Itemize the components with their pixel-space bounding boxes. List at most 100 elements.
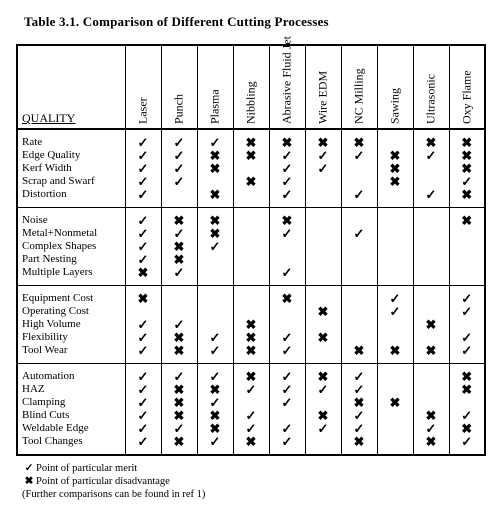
merit-mark: ✓ <box>449 305 485 318</box>
blank-cell <box>377 422 413 435</box>
merit-mark: ✓ <box>341 188 377 201</box>
blank-cell <box>413 266 449 279</box>
quality-label: Scrap and Swarf <box>17 175 125 188</box>
blank-cell <box>377 435 413 448</box>
demerit-mark: ✖ <box>197 188 233 201</box>
table-row: Scrap and Swarf✓✓✖✓✖✓ <box>17 175 485 188</box>
process-header: Oxy Flame <box>449 45 485 129</box>
quality-label: Multiple Layers <box>17 266 125 279</box>
merit-mark: ✓ <box>197 344 233 357</box>
blank-cell <box>377 318 413 331</box>
demerit-mark: ✖ <box>449 188 485 201</box>
blank-cell <box>161 188 197 201</box>
demerit-mark: ✖ <box>125 266 161 279</box>
merit-mark: ✓ <box>125 188 161 201</box>
quality-label: High Volume <box>17 318 125 331</box>
demerit-mark: ✖ <box>233 344 269 357</box>
merit-mark: ✓ <box>197 240 233 253</box>
process-header: Wire EDM <box>305 45 341 129</box>
quality-label: Part Nesting <box>17 253 125 266</box>
process-header: Abrasive Fluid Jet <box>269 45 305 129</box>
process-header: Ultrasonic <box>413 45 449 129</box>
blank-cell <box>377 266 413 279</box>
blank-cell <box>233 227 269 240</box>
merit-mark: ✓ <box>305 422 341 435</box>
quality-label: Tool Wear <box>17 344 125 357</box>
blank-cell <box>269 240 305 253</box>
table-row: Part Nesting✓✖ <box>17 253 485 266</box>
table-row: Metal+Nonmetal✓✓✖✓✓ <box>17 227 485 240</box>
quality-label: Clamping <box>17 396 125 409</box>
demerit-mark: ✖ <box>341 344 377 357</box>
quality-label: Metal+Nonmetal <box>17 227 125 240</box>
blank-cell <box>305 227 341 240</box>
table-row: Tool Wear✓✖✓✖✓✖✖✖✓ <box>17 344 485 357</box>
blank-cell <box>305 240 341 253</box>
table-row: Multiple Layers✖✓✓ <box>17 266 485 279</box>
process-header: Punch <box>161 45 197 129</box>
demerit-mark: ✖ <box>341 435 377 448</box>
merit-mark: ✓ <box>341 149 377 162</box>
merit-mark: ✓ <box>269 435 305 448</box>
demerit-mark: ✖ <box>377 175 413 188</box>
table-header-row: QUALITY Laser Punch Plasma Nibbling Abra… <box>17 45 485 129</box>
blank-cell <box>305 344 341 357</box>
blank-cell <box>413 253 449 266</box>
blank-cell <box>233 253 269 266</box>
blank-cell <box>341 253 377 266</box>
blank-cell <box>161 292 197 305</box>
merit-mark: ✓ <box>269 266 305 279</box>
blank-cell <box>449 253 485 266</box>
blank-cell <box>305 435 341 448</box>
blank-cell <box>305 188 341 201</box>
blank-cell <box>449 227 485 240</box>
quality-label: Automation <box>17 370 125 383</box>
quality-label: Edge Quality <box>17 149 125 162</box>
quality-label: Weldable Edge <box>17 422 125 435</box>
blank-cell <box>413 227 449 240</box>
process-header: Plasma <box>197 45 233 129</box>
quality-label: Blind Cuts <box>17 409 125 422</box>
quality-header: QUALITY <box>17 45 125 129</box>
merit-mark: ✓ <box>269 188 305 201</box>
table-row: Tool Changes✓✖✓✖✓✖✖✓ <box>17 435 485 448</box>
quality-label: Kerf Width <box>17 162 125 175</box>
process-header: Sawing <box>377 45 413 129</box>
merit-mark: ✓ <box>161 266 197 279</box>
blank-cell <box>269 305 305 318</box>
blank-cell <box>341 240 377 253</box>
blank-cell <box>377 240 413 253</box>
blank-cell <box>197 266 233 279</box>
merit-mark: ✓ <box>233 383 269 396</box>
table-row: HAZ✓✖✖✓✓✓✓✖ <box>17 383 485 396</box>
quality-label: Complex Shapes <box>17 240 125 253</box>
demerit-mark: ✖ <box>233 149 269 162</box>
merit-mark: ✓ <box>269 227 305 240</box>
blank-cell <box>413 214 449 227</box>
demerit-mark: ✖ <box>413 344 449 357</box>
blank-cell <box>233 266 269 279</box>
blank-cell <box>341 305 377 318</box>
blank-cell <box>197 305 233 318</box>
merit-mark: ✓ <box>269 344 305 357</box>
demerit-mark: ✖ <box>305 331 341 344</box>
demerit-mark: ✖ <box>377 344 413 357</box>
blank-cell <box>377 253 413 266</box>
blank-cell <box>377 214 413 227</box>
merit-mark: ✓ <box>305 383 341 396</box>
blank-cell <box>341 318 377 331</box>
merit-mark: ✓ <box>125 435 161 448</box>
process-header: Nibbling <box>233 45 269 129</box>
demerit-mark: ✖ <box>233 175 269 188</box>
blank-cell <box>305 266 341 279</box>
demerit-mark: ✖ <box>269 292 305 305</box>
quality-label: Rate <box>17 136 125 149</box>
quality-label: Equipment Cost <box>17 292 125 305</box>
process-header: NC Milling <box>341 45 377 129</box>
merit-mark: ✓ <box>413 188 449 201</box>
blank-cell <box>305 253 341 266</box>
blank-cell <box>341 162 377 175</box>
blank-cell <box>197 292 233 305</box>
merit-mark: ✓ <box>125 344 161 357</box>
demerit-mark: ✖ <box>449 383 485 396</box>
